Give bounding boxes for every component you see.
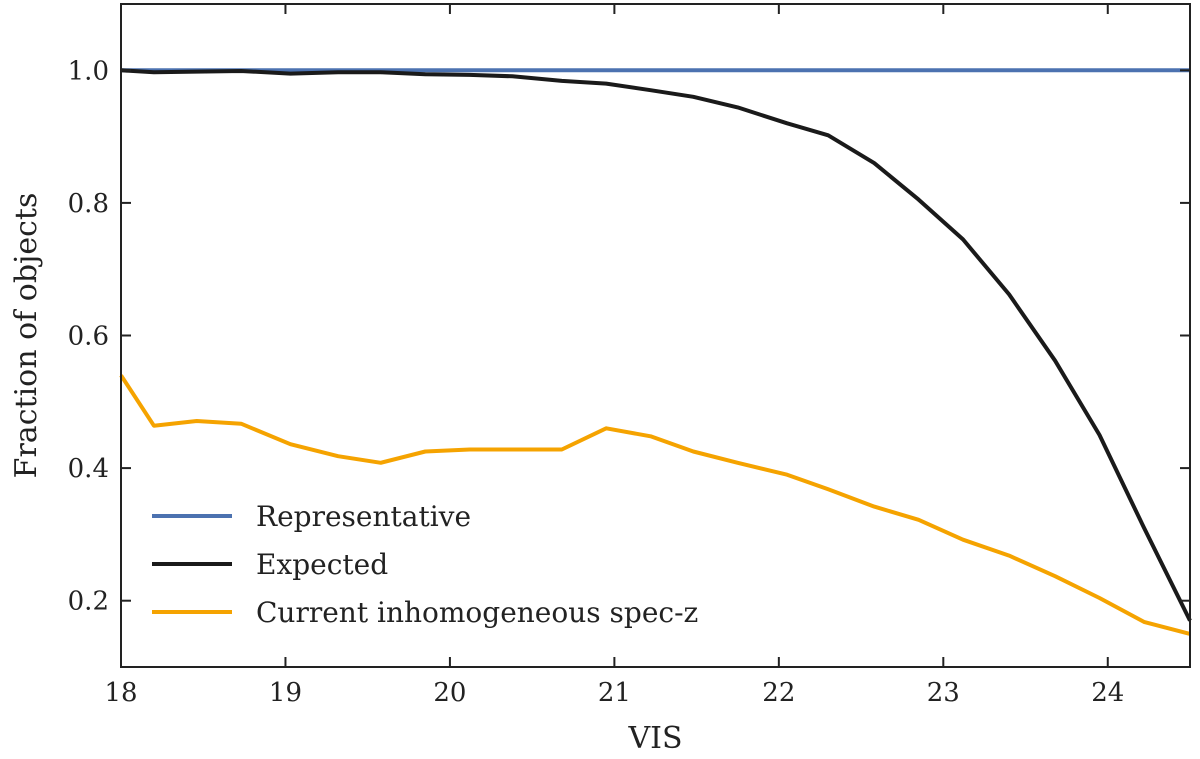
x-tick-label: 19 — [269, 678, 302, 708]
legend: Representative Expected Current inhomogene… — [152, 500, 698, 629]
x-tick-label: 23 — [927, 678, 960, 708]
y-tick-label: 0.2 — [68, 587, 109, 617]
y-tick-label: 1.0 — [68, 56, 109, 86]
legend-label-0: Representative — [256, 500, 471, 533]
y-tick-label: 0.6 — [68, 322, 109, 352]
legend-label-2: Current inhomogeneous spec-z — [256, 596, 698, 629]
x-tick-label: 24 — [1091, 678, 1124, 708]
x-tick-label: 18 — [104, 678, 137, 708]
x-tick-label: 20 — [433, 678, 466, 708]
ticks-layer: 18 19 20 21 22 23 24 0.2 0.4 0.6 0.8 1.0 — [68, 4, 1190, 708]
y-tick-label: 0.8 — [68, 189, 109, 219]
x-tick-label: 22 — [762, 678, 795, 708]
series-layer — [119, 68, 1192, 636]
legend-label-1: Expected — [256, 548, 388, 581]
y-axis-label: Fraction of objects — [9, 193, 44, 479]
series-line-1 — [120, 68, 1192, 622]
x-axis-label: VIS — [627, 721, 682, 756]
series-line-2 — [119, 374, 1191, 636]
y-tick-label: 0.4 — [68, 454, 109, 484]
x-tick-label: 21 — [598, 678, 631, 708]
